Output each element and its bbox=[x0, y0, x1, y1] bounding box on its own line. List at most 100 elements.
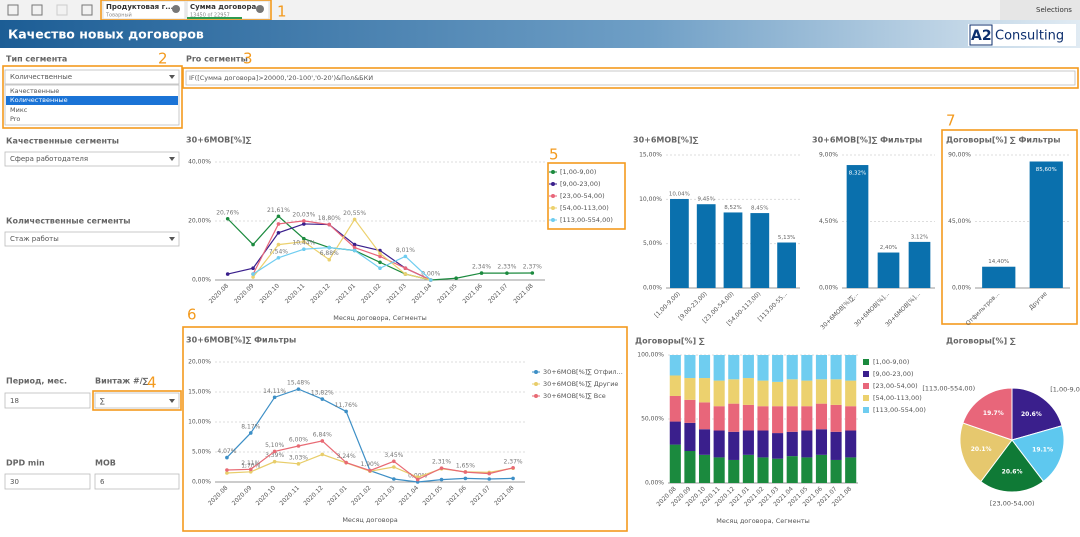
point bbox=[439, 477, 444, 482]
point bbox=[251, 266, 255, 271]
point bbox=[403, 272, 408, 276]
input[interactable] bbox=[4, 392, 91, 409]
data-label: 14,11% bbox=[263, 388, 286, 395]
point bbox=[296, 387, 301, 391]
x-tick-label: 2021.04 bbox=[411, 282, 434, 305]
logo-a2: A2 bbox=[971, 28, 992, 44]
bar-segment bbox=[801, 457, 813, 483]
legend-swatch bbox=[534, 370, 538, 374]
bar-segment bbox=[713, 406, 725, 431]
option[interactable]: Качественные bbox=[10, 87, 59, 95]
option[interactable]: Pro bbox=[10, 115, 20, 123]
data-label: 7,54% bbox=[269, 248, 288, 255]
dropdown[interactable] bbox=[4, 231, 180, 247]
icon[interactable] bbox=[81, 4, 93, 16]
filter-label: Тип сегмента bbox=[6, 55, 67, 64]
annotation-box bbox=[547, 162, 626, 230]
input[interactable] bbox=[94, 473, 180, 490]
x-tick-label: 2021.03 bbox=[374, 484, 397, 507]
bar-segment bbox=[669, 444, 681, 483]
point bbox=[272, 449, 277, 454]
pie-slice bbox=[1011, 425, 1065, 483]
point bbox=[463, 470, 468, 474]
annotation: 2 bbox=[158, 50, 168, 68]
bar-segment bbox=[684, 355, 696, 379]
point bbox=[327, 222, 332, 227]
legend-swatch bbox=[534, 394, 538, 398]
tab[interactable] bbox=[102, 0, 186, 20]
option[interactable]: Микс bbox=[10, 106, 28, 114]
bar-segment bbox=[815, 379, 828, 404]
formula-input[interactable] bbox=[185, 70, 1076, 86]
point bbox=[479, 271, 484, 275]
filter-label: MOB bbox=[95, 459, 116, 468]
legend-label: 30+6MOB[%]∑ Все bbox=[543, 392, 606, 400]
tab-close[interactable] bbox=[172, 5, 180, 13]
point bbox=[296, 444, 301, 448]
header-title: Качество новых договоров bbox=[8, 27, 204, 42]
slice-label: [23,00-54,00) bbox=[990, 499, 1035, 507]
header bbox=[0, 20, 1080, 48]
bar-segment bbox=[728, 459, 740, 483]
bar-segment bbox=[772, 355, 784, 382]
data-label: 11,76% bbox=[335, 402, 358, 409]
dropdown[interactable] bbox=[4, 151, 180, 167]
chart-title: Договоры[%] ∑ bbox=[635, 337, 705, 346]
legend-label: [113,00-554,00) bbox=[873, 406, 926, 414]
tab-close[interactable] bbox=[256, 5, 264, 13]
caret bbox=[169, 157, 175, 161]
point bbox=[403, 266, 408, 271]
point bbox=[320, 397, 325, 401]
point bbox=[225, 471, 229, 475]
y-tick-label: 15,00% bbox=[639, 152, 662, 159]
point bbox=[327, 257, 332, 262]
y-tick-label: 20,00% bbox=[188, 359, 211, 366]
point bbox=[463, 476, 468, 481]
data-label: 1,70% bbox=[241, 462, 260, 469]
filter-label: Период, мес. bbox=[6, 377, 67, 386]
dropdown[interactable] bbox=[4, 69, 180, 85]
data-label: 9,45% bbox=[697, 197, 714, 203]
point bbox=[344, 460, 348, 465]
data-label: 3,45% bbox=[384, 452, 403, 459]
bar bbox=[877, 252, 900, 288]
bar bbox=[777, 242, 796, 288]
selections-label: Selections bbox=[1036, 6, 1072, 14]
x-tick-label: 2020.08 bbox=[208, 282, 231, 305]
data-label: 13,82% bbox=[311, 390, 334, 397]
point bbox=[225, 216, 230, 221]
x-tick-label: 2021.01 bbox=[326, 484, 349, 507]
icon[interactable] bbox=[56, 4, 68, 16]
data-label: 2,31% bbox=[432, 459, 451, 466]
dropdown[interactable] bbox=[94, 392, 180, 409]
bar-segment bbox=[786, 355, 798, 380]
y-tick-label: 5,00% bbox=[192, 449, 211, 456]
icon[interactable] bbox=[31, 4, 43, 16]
dropdown-value: Стаж работы bbox=[10, 235, 59, 243]
data-label: 19.7% bbox=[983, 410, 1004, 417]
legend-label: [23,00-54,00) bbox=[560, 192, 605, 200]
line bbox=[252, 220, 432, 281]
legend-label: [1,00-9,00) bbox=[873, 358, 909, 366]
icon[interactable] bbox=[7, 4, 19, 16]
point bbox=[368, 468, 372, 473]
data-label: 15,48% bbox=[287, 380, 310, 387]
point bbox=[378, 260, 382, 265]
option[interactable]: Количественные bbox=[10, 96, 68, 104]
x-axis-label: Месяц договора, Сегменты bbox=[333, 314, 427, 322]
bar-segment bbox=[801, 406, 813, 431]
line bbox=[252, 218, 431, 281]
bar-segment bbox=[728, 379, 740, 404]
x-tick-label: Отфильтров... bbox=[965, 290, 1002, 327]
input[interactable] bbox=[4, 473, 91, 490]
legend-swatch bbox=[551, 206, 555, 210]
annotation-box bbox=[182, 326, 628, 532]
x-tick-label: 2020.08 bbox=[207, 484, 230, 507]
bar-segment bbox=[845, 457, 857, 483]
bar-segment bbox=[845, 430, 857, 458]
x-tick-label: 2020.12 bbox=[302, 484, 325, 507]
selections-button[interactable] bbox=[1000, 0, 1080, 20]
bar-segment bbox=[698, 355, 711, 379]
data-label: 5,13% bbox=[778, 235, 795, 241]
